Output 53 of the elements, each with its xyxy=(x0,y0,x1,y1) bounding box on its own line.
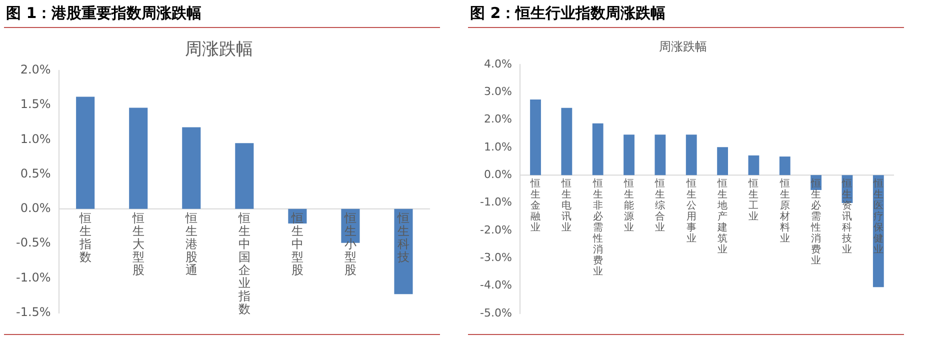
y-tick-label: -3.0% xyxy=(480,250,512,264)
y-tick-label: -5.0% xyxy=(480,306,512,320)
y-tick-label: -0.5% xyxy=(16,236,51,250)
x-tick-label: 恒生医疗保健业 xyxy=(872,178,884,256)
bar xyxy=(717,147,728,176)
category-label: 恒生非必需性消费业 xyxy=(592,178,603,278)
bar xyxy=(561,108,572,176)
y-tick-label: 0.0% xyxy=(20,201,51,216)
bar xyxy=(654,134,666,176)
bar xyxy=(592,123,604,176)
y-tick-label: 0.0% xyxy=(484,168,512,181)
x-tick-label: 恒生资讯科技业 xyxy=(841,178,852,256)
x-tick-label: 恒生综合业 xyxy=(654,178,666,234)
y-tick-label: -4.0% xyxy=(480,278,512,292)
y-tick-label: 1.0% xyxy=(484,140,512,154)
bar xyxy=(235,143,254,209)
bar xyxy=(129,108,148,209)
bar xyxy=(624,134,634,176)
x-tick-label: 恒生电讯业 xyxy=(560,178,572,234)
x-tick-label: 恒生地产建筑业 xyxy=(716,178,728,256)
bar xyxy=(748,155,760,176)
x-tick-label: 恒生指数 xyxy=(78,211,92,264)
chart-title: 图 2：恒生行业指数周涨跌幅 xyxy=(468,0,904,28)
y-tick-label: -1.0% xyxy=(16,270,51,284)
x-tick-label: 恒生科技 xyxy=(396,211,410,264)
x-tick-label: 恒生必需性消费业 xyxy=(810,178,822,267)
x-tick-label: 恒生中国企业指数 xyxy=(237,211,250,316)
y-tick-label: 2.0% xyxy=(484,112,512,126)
chart-subtitle: 周涨跌幅 xyxy=(185,40,253,60)
bar xyxy=(530,100,541,176)
y-tick-label: 0.5% xyxy=(20,166,51,180)
x-tick-label: 恒生能源业 xyxy=(623,178,634,234)
x-tick-label: 恒生工业 xyxy=(748,178,759,223)
chart-subtitle: 周涨跌幅 xyxy=(659,39,707,54)
y-tick-label: 1.5% xyxy=(20,97,51,112)
y-tick-label: 1.0% xyxy=(20,132,51,146)
y-tick-label: 4.0% xyxy=(484,57,512,70)
y-tick-label: 3.0% xyxy=(484,84,512,98)
x-tick-label: 恒生原材料业 xyxy=(778,178,790,245)
y-tick-label: -1.5% xyxy=(16,304,51,319)
x-tick-label: 恒生公用事业 xyxy=(685,178,696,245)
bar xyxy=(76,96,95,209)
x-tick-label: 恒生中型股 xyxy=(290,211,304,278)
bar xyxy=(686,134,697,176)
bar xyxy=(182,127,201,209)
chart-title: 图 1：港股重要指数周涨跌幅 xyxy=(4,0,440,28)
x-tick-label: 恒生港股通 xyxy=(184,211,198,278)
x-tick-label: 恒生金融业 xyxy=(530,178,540,234)
y-tick-label: -2.0% xyxy=(480,223,512,236)
y-tick-label: 2.0% xyxy=(20,62,51,77)
bar xyxy=(779,156,790,176)
y-tick-label: -1.0% xyxy=(480,196,512,209)
x-tick-label: 恒生大型股 xyxy=(131,211,144,278)
